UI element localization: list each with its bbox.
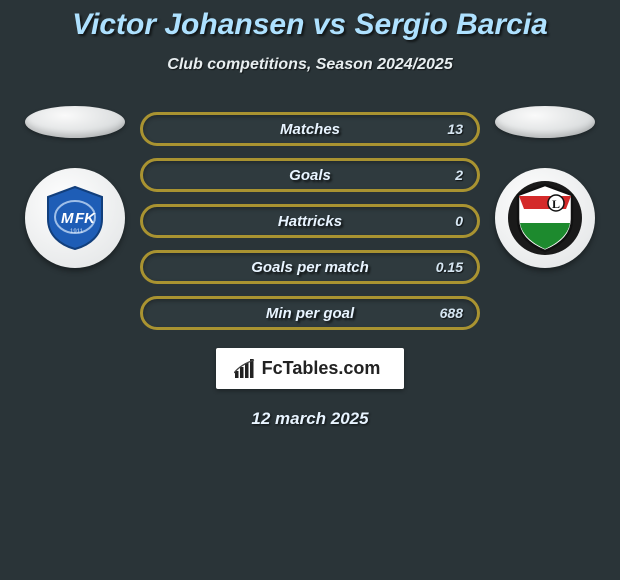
stat-bar: Hattricks 0 xyxy=(140,204,480,238)
brand-suffix: Tables.com xyxy=(283,358,381,378)
page-subtitle: Club competitions, Season 2024/2025 xyxy=(0,56,620,74)
comparison-row: M FK 1911 Matches 13 Goals 2 Hattricks 0 Goals… xyxy=(0,112,620,330)
svg-text:FK: FK xyxy=(75,210,96,227)
stat-label: Goals per match xyxy=(251,259,369,276)
page-title: Victor Johansen vs Sergio Barcia xyxy=(0,8,620,42)
stat-bar: Matches 13 xyxy=(140,112,480,146)
molde-shield-icon: M FK 1911 xyxy=(40,183,110,253)
brand-text: FcTables.com xyxy=(262,358,381,379)
svg-text:L: L xyxy=(552,197,560,211)
player-oval-left xyxy=(25,106,125,138)
stat-value-right: 688 xyxy=(440,305,463,321)
stat-value-right: 0 xyxy=(455,213,463,229)
right-player-col: L xyxy=(490,112,600,268)
brand-prefix: Fc xyxy=(262,358,283,378)
player-oval-right xyxy=(495,106,595,138)
brand-logo-box: FcTables.com xyxy=(216,348,405,389)
club-badge-right: L xyxy=(495,168,595,268)
stat-value-right: 2 xyxy=(455,167,463,183)
stat-value-right: 0.15 xyxy=(436,259,463,275)
left-player-col: M FK 1911 xyxy=(20,112,130,268)
bar-chart-icon xyxy=(234,359,256,379)
svg-text:M: M xyxy=(61,210,74,227)
club-badge-left: M FK 1911 xyxy=(25,168,125,268)
date-text: 12 march 2025 xyxy=(251,409,368,429)
stats-column: Matches 13 Goals 2 Hattricks 0 Goals per match… xyxy=(140,112,480,330)
footer: FcTables.com 12 march 2025 xyxy=(0,348,620,429)
stat-bar: Goals per match 0.15 xyxy=(140,250,480,284)
stat-bar: Goals 2 xyxy=(140,158,480,192)
svg-text:1911: 1911 xyxy=(70,229,84,235)
stat-value-right: 13 xyxy=(447,121,463,137)
stat-label: Goals xyxy=(289,167,331,184)
stat-label: Min per goal xyxy=(266,305,354,322)
stat-bar: Min per goal 688 xyxy=(140,296,480,330)
legia-shield-icon: L xyxy=(506,179,584,257)
stat-label: Matches xyxy=(280,121,340,138)
stat-label: Hattricks xyxy=(278,213,342,230)
